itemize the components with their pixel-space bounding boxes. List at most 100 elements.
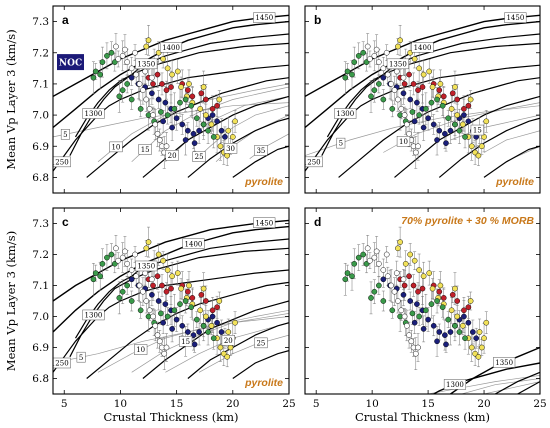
data-point-navy bbox=[149, 291, 155, 298]
data-point-navy bbox=[447, 329, 454, 335]
data-point-green bbox=[194, 316, 200, 323]
contour-label: 1300 bbox=[446, 381, 464, 389]
data-point-green bbox=[389, 106, 396, 112]
temperature-contour-8 bbox=[232, 350, 289, 379]
pressure-contour-15 bbox=[131, 86, 289, 163]
contour-label-box bbox=[165, 150, 179, 161]
data-point-yellow bbox=[200, 285, 207, 292]
data-point-yellow bbox=[437, 282, 444, 289]
data-point-green bbox=[124, 81, 130, 87]
data-point-yellow bbox=[143, 245, 150, 252]
data-point-yellow bbox=[208, 121, 215, 128]
data-point-green bbox=[205, 127, 211, 134]
data-point-yellow bbox=[478, 143, 485, 150]
data-point-navy bbox=[160, 118, 166, 125]
panel-caption: pyrolite bbox=[244, 176, 283, 188]
data-point-yellow bbox=[169, 273, 175, 280]
contour-label-box bbox=[135, 260, 158, 272]
data-point-white bbox=[367, 257, 373, 264]
data-point-navy bbox=[209, 313, 216, 320]
data-point-white bbox=[376, 260, 382, 267]
data-point-red bbox=[440, 93, 447, 100]
data-point-yellow bbox=[426, 270, 433, 276]
contour-label-box bbox=[334, 108, 357, 119]
panel-c: 1450 1400 1350 1300 1250 5 10 15 20 25 5 10 15 20 25 6.… bbox=[4, 207, 296, 424]
contour-label-box bbox=[223, 143, 238, 154]
data-point-green bbox=[90, 276, 97, 283]
data-point-yellow bbox=[160, 56, 166, 62]
data-point-white bbox=[132, 49, 138, 56]
data-point-green bbox=[177, 301, 183, 307]
data-point-green bbox=[137, 307, 144, 314]
panel-a: 1450 1400 1350 1300 1250 5 10 15 20 25 30 35 6.8 6.9 7… bbox=[4, 5, 290, 194]
data-point-yellow bbox=[429, 84, 436, 90]
data-point-yellow bbox=[217, 344, 224, 351]
data-point-green bbox=[434, 96, 440, 103]
data-point-yellow bbox=[395, 245, 401, 252]
data-point-red bbox=[168, 84, 174, 90]
pressure-contour-25 bbox=[198, 334, 289, 373]
pressure-contour-20 bbox=[165, 96, 289, 163]
y-tick-label: 6.9 bbox=[32, 141, 49, 153]
data-point-navy bbox=[173, 316, 180, 323]
data-point-yellow bbox=[197, 307, 204, 314]
data-point-green bbox=[344, 68, 351, 75]
data-point-green bbox=[158, 109, 164, 115]
y-tick-label: 7.1 bbox=[32, 280, 49, 292]
data-point-white bbox=[380, 65, 387, 72]
data-point-white bbox=[373, 248, 380, 255]
data-point-white bbox=[119, 254, 126, 261]
data-point-yellow bbox=[178, 285, 184, 292]
contour-label-box bbox=[76, 351, 86, 363]
data-point-green bbox=[90, 74, 97, 81]
y-tick-label: 6.8 bbox=[32, 172, 49, 184]
data-point-navy bbox=[191, 341, 198, 348]
data-point-white bbox=[113, 245, 119, 252]
contour-label-box bbox=[254, 337, 268, 349]
contour-label: 20 bbox=[168, 152, 177, 160]
data-point-yellow bbox=[200, 84, 207, 90]
data-point-navy bbox=[196, 127, 202, 134]
data-point-yellow bbox=[232, 319, 238, 326]
data-point-navy bbox=[443, 140, 449, 146]
data-point-green bbox=[342, 276, 349, 283]
data-point-yellow bbox=[203, 112, 209, 118]
contour-label: 1300 bbox=[85, 312, 103, 320]
data-point-green bbox=[164, 313, 171, 320]
data-point-white bbox=[400, 276, 407, 283]
panel-caption: 70% pyrolite + 30 % MORB bbox=[401, 215, 534, 227]
data-point-green bbox=[97, 71, 104, 78]
data-point-white bbox=[156, 137, 163, 143]
contour-label-box bbox=[386, 58, 409, 70]
data-point-white bbox=[154, 130, 161, 137]
data-point-navy bbox=[400, 90, 407, 97]
data-point-red bbox=[436, 288, 443, 295]
contour-label: 25 bbox=[256, 339, 265, 347]
data-point-white bbox=[393, 270, 400, 276]
data-point-navy bbox=[411, 319, 418, 326]
data-point-yellow bbox=[459, 322, 466, 329]
data-point-green bbox=[99, 59, 106, 65]
data-point-white bbox=[391, 87, 398, 93]
data-point-green bbox=[128, 96, 135, 103]
data-point-white bbox=[143, 96, 150, 103]
data-point-red bbox=[415, 288, 421, 295]
data-point-white bbox=[140, 87, 146, 93]
data-point-green bbox=[128, 298, 135, 304]
data-point-white bbox=[364, 43, 371, 50]
data-point-red bbox=[214, 102, 220, 109]
contour-label: 30 bbox=[226, 145, 235, 153]
data-point-yellow bbox=[483, 118, 490, 125]
data-point-white bbox=[132, 251, 138, 258]
data-point-red bbox=[454, 298, 461, 304]
data-point-yellow bbox=[429, 285, 436, 292]
contour-label: 1400 bbox=[162, 44, 180, 52]
plot-frame bbox=[304, 207, 541, 395]
y-tick-label: 6.9 bbox=[32, 342, 49, 354]
data-point-red bbox=[406, 71, 412, 78]
data-point-green bbox=[92, 270, 99, 276]
data-point-red bbox=[465, 102, 472, 109]
temperature-contour-1400 bbox=[53, 225, 289, 333]
data-point-yellow bbox=[216, 96, 223, 103]
